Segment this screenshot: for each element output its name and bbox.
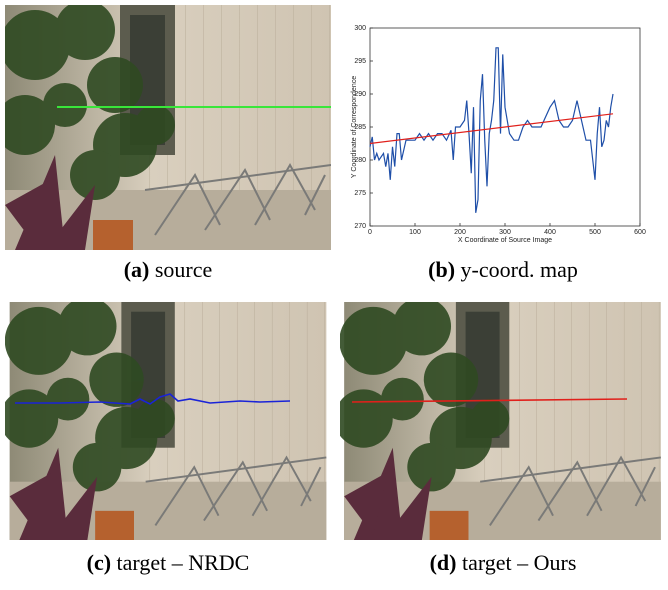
caption: (c) target – NRDC	[87, 550, 250, 575]
caption-text: target – Ours	[462, 550, 576, 575]
nrdc-curve	[15, 393, 291, 405]
y-tick-label: 280	[354, 157, 366, 164]
y-tick-label: 270	[354, 223, 366, 230]
y-tick-label: 290	[354, 91, 366, 98]
caption-text: y-coord. map	[461, 257, 578, 282]
caption-text: target – NRDC	[117, 550, 250, 575]
data-line	[369, 47, 614, 213]
x-tick-label: 300	[499, 229, 511, 236]
y-axis-label: Y Coordinate of Correspondence	[351, 76, 358, 178]
target-photo-nrdc	[5, 302, 328, 540]
x-tick-label: 500	[589, 229, 601, 236]
caption-label: (a)	[124, 257, 150, 282]
x-tick-label: 0	[368, 229, 372, 236]
target-photo-ours	[340, 302, 662, 540]
data-line	[369, 113, 614, 145]
caption: (a) source	[124, 257, 213, 282]
source-photo	[5, 5, 331, 250]
x-tick-label: 600	[634, 229, 646, 236]
caption: (d) target – Ours	[430, 550, 577, 575]
caption-label: (d)	[430, 550, 457, 575]
caption-label: (c)	[87, 550, 111, 575]
y-tick-label: 285	[354, 124, 366, 131]
x-tick-label: 200	[454, 229, 466, 236]
x-tick-label: 400	[544, 229, 556, 236]
caption: (b) y-coord. map	[428, 257, 578, 282]
y-tick-label: 300	[354, 25, 366, 32]
y-tick-label: 275	[354, 190, 366, 197]
y-tick-label: 295	[354, 58, 366, 65]
x-tick-label: 100	[409, 229, 421, 236]
caption-text: source	[155, 257, 212, 282]
x-axis-label: X Coordinate of Source Image	[458, 237, 552, 244]
ours-curve	[351, 398, 628, 403]
caption-label: (b)	[428, 257, 455, 282]
